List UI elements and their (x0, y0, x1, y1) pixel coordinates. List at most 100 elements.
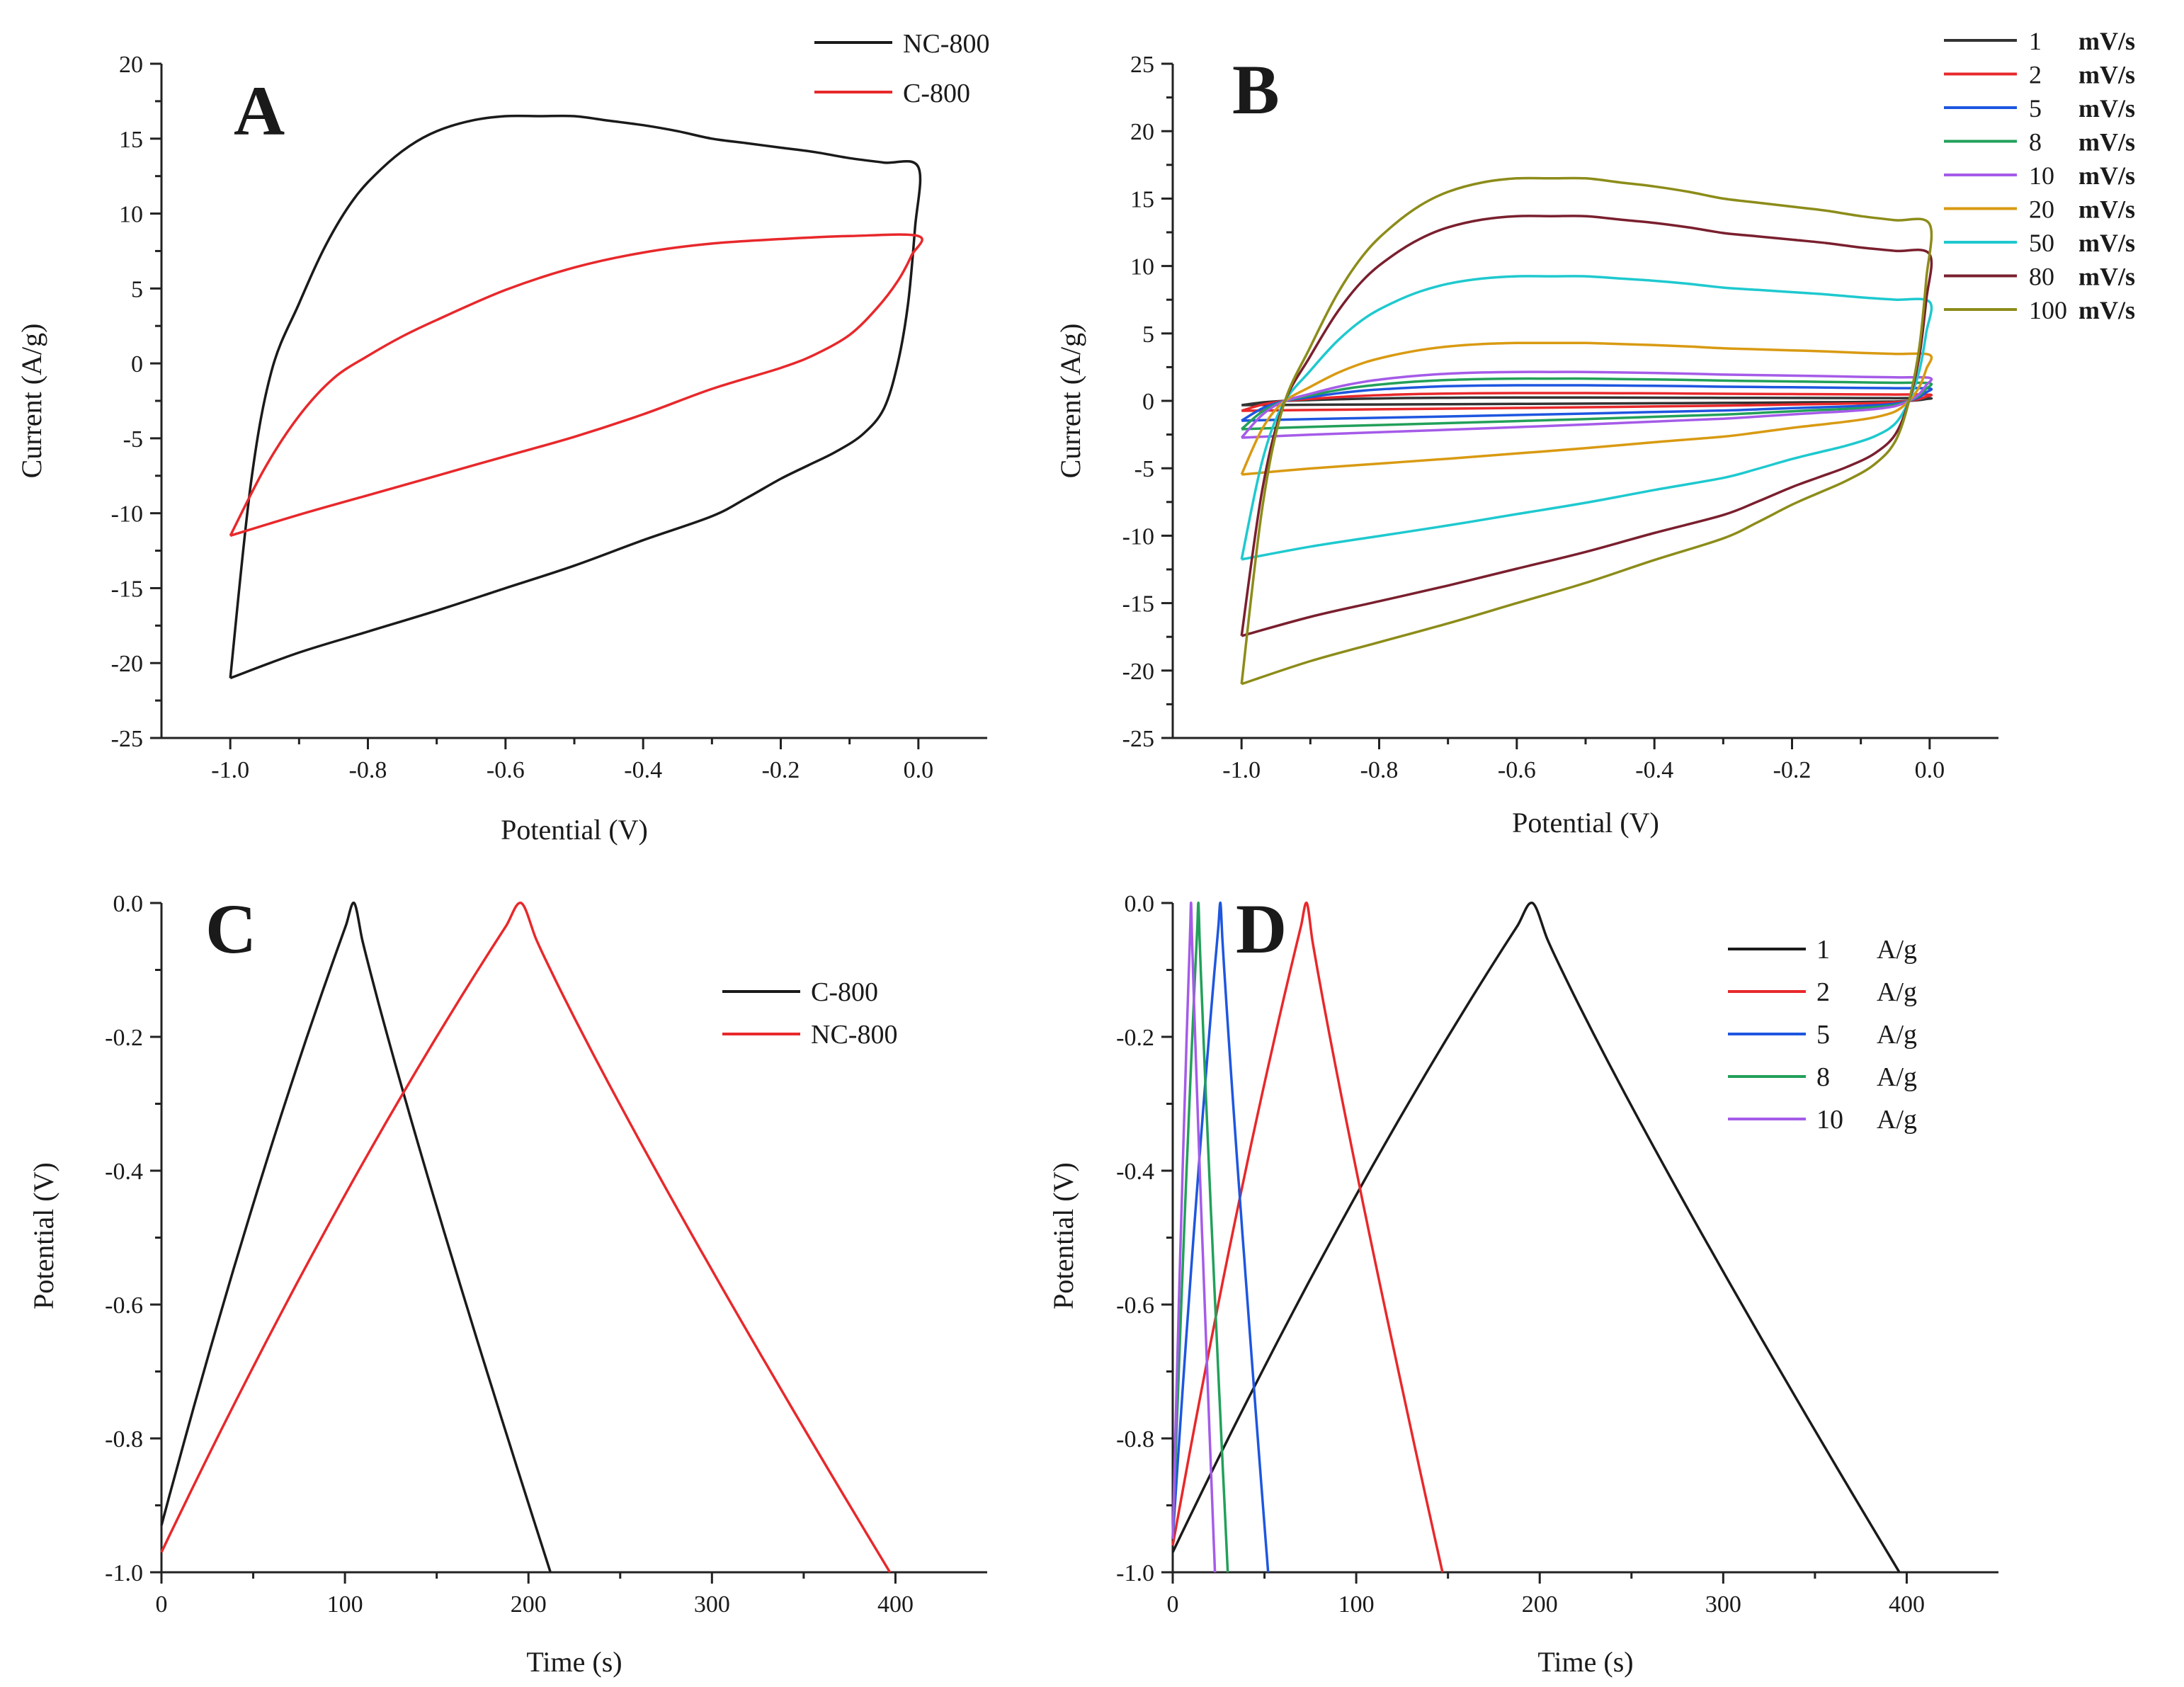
series-line-8-mv-s (1241, 377, 1933, 431)
legend-label: 8 (1816, 1062, 1830, 1092)
x-axis-label: Time (s) (526, 1646, 622, 1678)
series-line-20-mv-s (1240, 341, 1933, 476)
x-tick-label: 300 (1705, 1591, 1741, 1618)
x-tick-label: 400 (877, 1591, 914, 1618)
y-axis-label: Potential (V) (28, 1162, 59, 1310)
legend-unit: A/g (1877, 1062, 1917, 1092)
y-tick-label: -15 (111, 576, 143, 602)
legend-unit: A/g (1877, 1020, 1917, 1050)
panel-d: 0 100 200 300 400 -1.0 -0.8 -0.6 -0.4 -0.2 0.0 Time… (1047, 890, 1998, 1678)
y-tick-label: -1.0 (105, 1560, 143, 1586)
y-tick-label: 10 (1130, 254, 1154, 280)
series-line-50-mv-s (1240, 275, 1933, 561)
legend-unit: mV/s (2078, 229, 2135, 257)
x-tick-label: 200 (1522, 1591, 1558, 1618)
y-tick-label: -0.4 (105, 1159, 143, 1185)
y-tick-label: -0.2 (105, 1025, 143, 1051)
y-tick-label: -0.8 (105, 1426, 143, 1453)
x-tick-label: 0.0 (904, 757, 934, 783)
legend-label: C-800 (903, 79, 970, 108)
legend-label: 5 (1816, 1020, 1830, 1050)
legend-unit: mV/s (2078, 94, 2135, 123)
legend-rate: 10 (2029, 161, 2054, 190)
series-line-1-mv-s (1241, 396, 1933, 407)
panel-c: 0 100 200 300 400 -1.0 -0.8 -0.6 -0.4 -0.2 0.0 Time… (28, 890, 987, 1678)
y-tick-label: 20 (119, 52, 143, 78)
legend-rate: 1 (2029, 27, 2042, 55)
legend-label: NC-800 (903, 29, 989, 59)
legend-unit: mV/s (2078, 263, 2135, 291)
x-tick-label: 0 (156, 1591, 168, 1618)
y-tick-label: -0.4 (1116, 1159, 1154, 1185)
x-tick-label: -0.6 (1498, 757, 1536, 783)
x-tick-label: 200 (511, 1591, 547, 1618)
x-axis-label: Potential (V) (1512, 807, 1659, 839)
series-line-10 (1171, 902, 1217, 1573)
x-axis-label: Time (s) (1537, 1646, 1633, 1678)
legend-unit: mV/s (2078, 161, 2135, 190)
x-tick-label: 0.0 (1915, 757, 1945, 783)
series-line-5-mv-s (1241, 384, 1933, 422)
series-line-nc-800 (160, 902, 892, 1573)
legend-label: NC-800 (811, 1020, 897, 1050)
y-axis-label: Potential (V) (1047, 1162, 1079, 1310)
legend-rate: 80 (2029, 263, 2054, 291)
x-tick-label: -0.8 (349, 757, 387, 783)
legend-rate: 50 (2029, 229, 2054, 257)
series-line-2 (1171, 902, 1444, 1573)
x-tick-label: 100 (327, 1591, 363, 1618)
series-line-nc-800 (229, 114, 922, 680)
series-line-5 (1171, 902, 1270, 1573)
series-line-c-800 (229, 233, 923, 538)
legend-unit: mV/s (2078, 27, 2135, 55)
legend-label: C-800 (811, 977, 878, 1007)
x-tick-label: -0.4 (1635, 757, 1673, 783)
legend-rate: 2 (2029, 61, 2042, 89)
legend-unit: A/g (1877, 977, 1917, 1007)
series-line-8 (1171, 902, 1229, 1573)
panel-letter: C (205, 890, 256, 968)
series-line-2-mv-s (1241, 392, 1933, 412)
y-tick-label: -25 (111, 726, 143, 752)
x-tick-label: 0 (1167, 1591, 1179, 1618)
y-tick-label: 0 (131, 351, 143, 377)
panel-a: -1.0 -0.8 -0.6 -0.4 -0.2 0.0 -25 -20 -15 -10 -5 0 5 1… (16, 29, 989, 846)
series-line-100-mv-s (1240, 176, 1933, 686)
y-tick-label: -1.0 (1116, 1560, 1154, 1586)
y-tick-label: -20 (1122, 659, 1154, 685)
legend-unit: mV/s (2078, 128, 2135, 157)
panel-letter: D (1236, 890, 1287, 968)
legend-unit: A/g (1877, 935, 1917, 965)
x-tick-label: -0.2 (1773, 757, 1812, 783)
y-tick-label: -10 (1122, 523, 1154, 550)
legend-unit: mV/s (2078, 195, 2135, 224)
y-axis-label: Current (A/g) (1054, 324, 1086, 479)
y-tick-label: -0.2 (1116, 1025, 1154, 1051)
y-axis-label: Current (A/g) (16, 324, 47, 479)
y-tick-label: -10 (111, 501, 143, 528)
y-tick-label: 0.0 (113, 891, 144, 917)
y-tick-label: -25 (1122, 726, 1154, 752)
x-tick-label: -0.4 (624, 757, 662, 783)
legend-unit: mV/s (2078, 61, 2135, 89)
legend-rate: 20 (2029, 195, 2054, 224)
y-tick-label: -0.6 (105, 1293, 143, 1319)
legend-unit: mV/s (2078, 296, 2135, 324)
legend-label: 10 (1816, 1105, 1843, 1135)
legend-rate: 100 (2029, 296, 2067, 324)
y-tick-label: 25 (1130, 52, 1154, 78)
legend-label: 2 (1816, 977, 1830, 1007)
y-tick-label: -0.8 (1116, 1426, 1154, 1453)
series-line-1 (1171, 902, 1901, 1573)
legend-rate: 8 (2029, 128, 2042, 157)
x-tick-label: -0.6 (487, 757, 525, 783)
series-line-10-mv-s (1240, 370, 1933, 439)
series-line-c-800 (160, 902, 552, 1573)
panel-letter: A (234, 72, 285, 150)
y-tick-label: 5 (1142, 322, 1154, 348)
x-tick-label: 400 (1889, 1591, 1925, 1618)
y-tick-label: -5 (1134, 456, 1154, 482)
y-tick-label: 5 (131, 276, 143, 302)
y-tick-label: -20 (111, 651, 143, 677)
